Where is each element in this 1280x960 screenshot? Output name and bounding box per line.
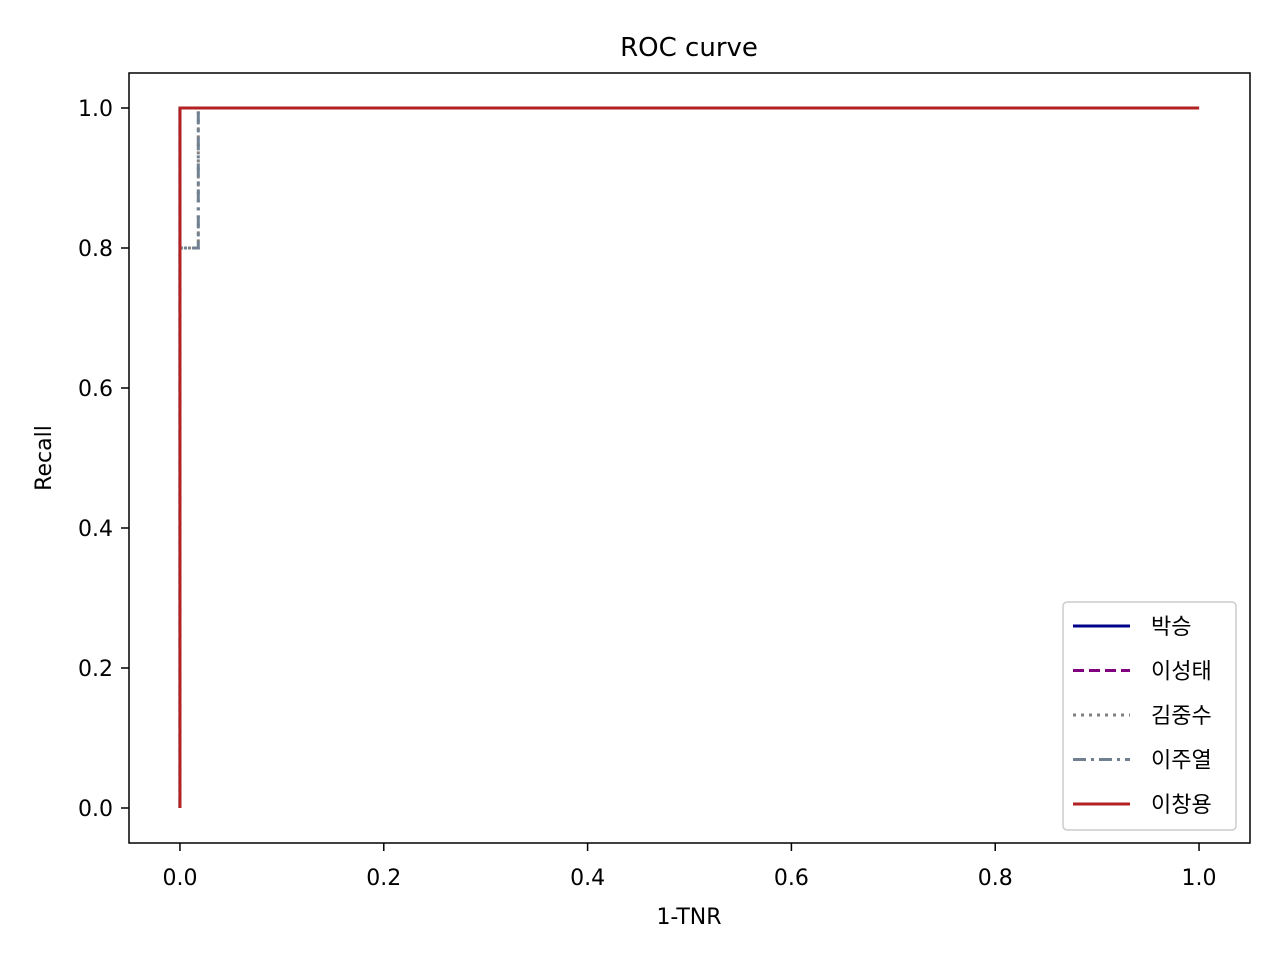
x-tick-label: 1.0 <box>1182 866 1217 891</box>
y-tick-label: 0.6 <box>78 377 113 402</box>
x-tick-label: 0.6 <box>774 866 809 891</box>
plot-area-frame <box>128 72 1251 844</box>
series-line-5 <box>178 106 1200 808</box>
series-line-1 <box>178 106 1200 808</box>
y-axis: 0.0 0.2 0.4 0.6 0.8 1.0 <box>78 97 129 822</box>
series-line-3 <box>178 106 1200 808</box>
series-line-4 <box>178 106 1200 808</box>
y-tick-label: 1.0 <box>78 97 113 122</box>
y-tick-label: 0.0 <box>78 797 113 822</box>
y-tick-label: 0.2 <box>78 657 113 682</box>
chart-title: ROC curve <box>620 33 758 63</box>
y-tick-label: 0.8 <box>78 237 113 262</box>
legend-label: 박승 <box>1151 615 1191 640</box>
series-layer <box>178 106 1200 808</box>
legend-label: 김중수 <box>1151 704 1212 729</box>
series-line-2 <box>178 106 1200 808</box>
legend-label: 이창용 <box>1151 793 1212 818</box>
x-tick-label: 0.4 <box>570 866 605 891</box>
x-axis: 0.0 0.2 0.4 0.6 0.8 1.0 <box>162 843 1217 891</box>
x-tick-label: 0.0 <box>162 866 197 891</box>
x-tick-label: 0.2 <box>366 866 401 891</box>
x-tick-label: 0.8 <box>978 866 1013 891</box>
legend-label: 이성태 <box>1151 660 1212 685</box>
legend-box <box>1062 601 1237 831</box>
y-tick-label: 0.4 <box>78 517 113 542</box>
x-axis-label: 1-TNR <box>656 905 721 930</box>
legend-label: 이주열 <box>1151 749 1212 774</box>
y-axis-label: Recall <box>32 425 57 491</box>
